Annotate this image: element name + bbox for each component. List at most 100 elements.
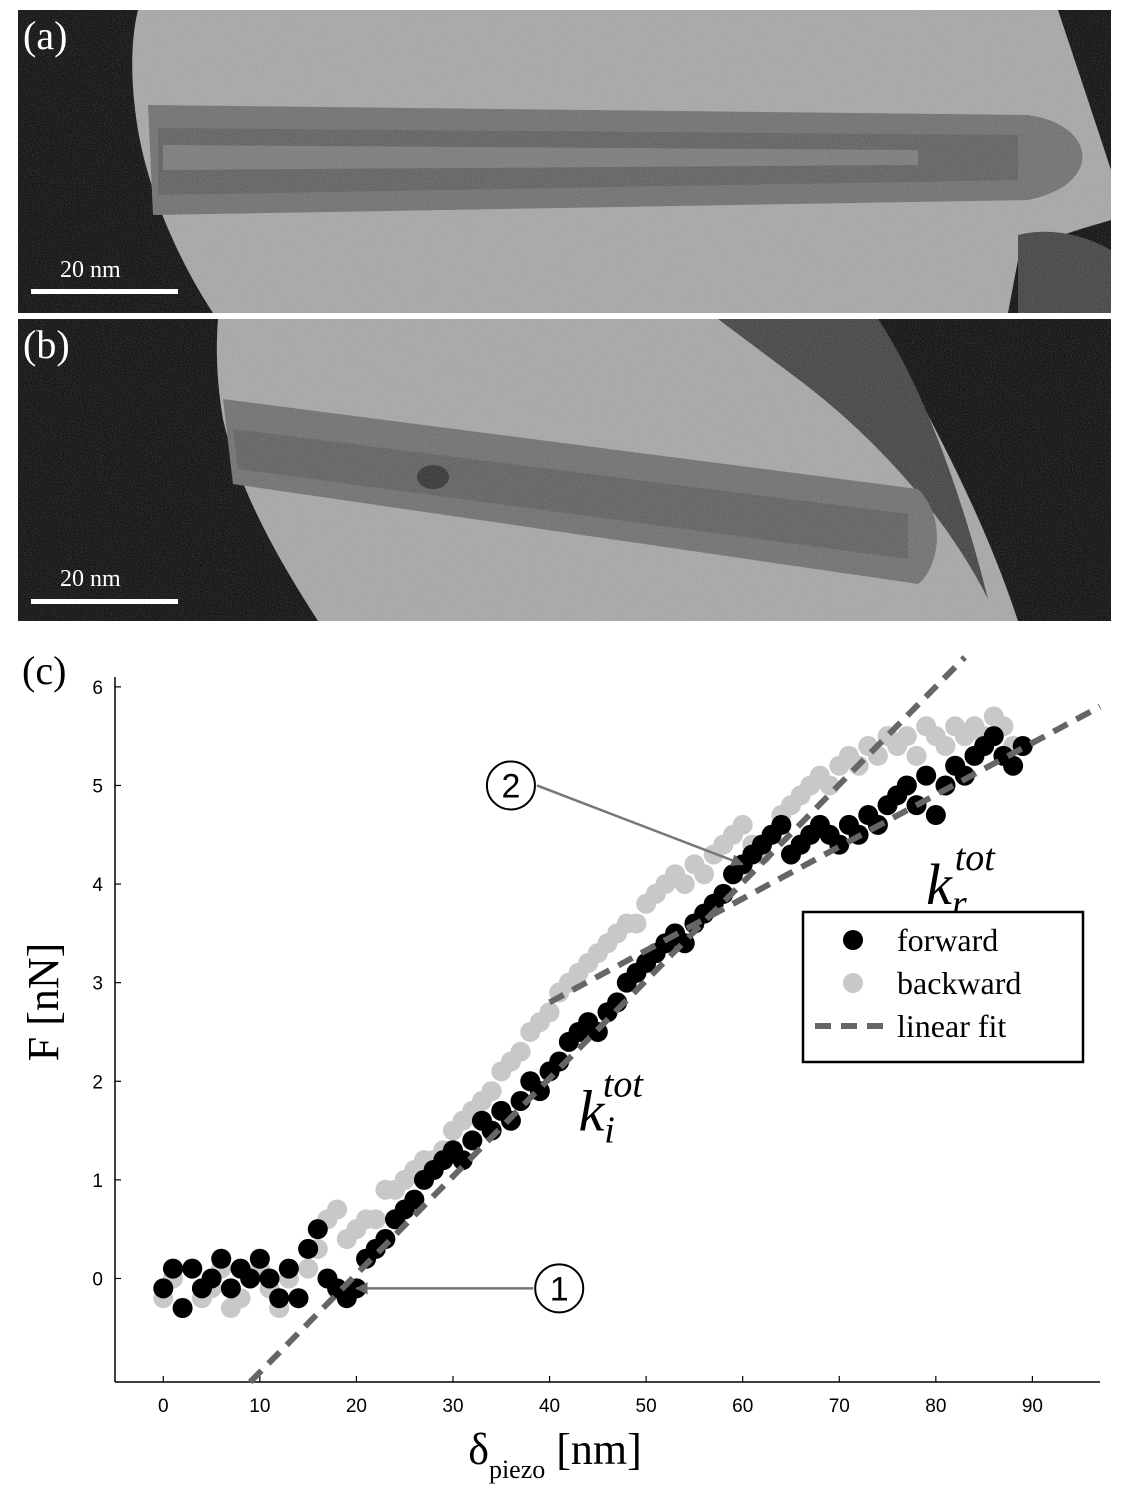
backward-point-37 <box>510 1041 531 1062</box>
scale-bar-label-b: 20 nm <box>60 566 121 592</box>
x-tick-label-5: 50 <box>636 1396 657 1417</box>
chart-fits <box>248 655 1102 1385</box>
x-tick-label-7: 70 <box>829 1396 850 1417</box>
x-axis-subscript: piezo <box>489 1455 545 1484</box>
y-axis-unit: [nN] <box>19 943 68 1037</box>
y-tick-label-0: 0 <box>92 1269 103 1290</box>
backward-point-56 <box>694 864 715 885</box>
backward-point-49 <box>626 913 647 934</box>
x-tick-label-8: 80 <box>925 1396 946 1417</box>
y-tick-label-3: 3 <box>92 974 103 995</box>
annotation-circle-2 <box>485 760 536 811</box>
forward-point-12 <box>269 1288 290 1309</box>
forward-point-83 <box>954 765 975 786</box>
panel-label-b: (b) <box>23 322 70 367</box>
backward-point-77 <box>896 726 917 747</box>
forward-point-86 <box>983 726 1004 747</box>
fit-line-0 <box>248 655 967 1385</box>
forward-point-64 <box>771 814 792 835</box>
y-axis-label: F [nN] <box>19 943 68 1062</box>
backward-point-40 <box>539 1002 560 1023</box>
forward-point-13 <box>278 1258 299 1279</box>
stiffness-symbol-i: k <box>579 1079 606 1144</box>
forward-point-5 <box>201 1268 222 1289</box>
legend-marker-0 <box>843 930 863 950</box>
stiffness-superscript-i: tot <box>603 1064 645 1106</box>
legend-label-2: linear fit <box>897 1008 1006 1044</box>
fit-line-1 <box>548 703 1102 1006</box>
tem-image-a: (a) 20 nm <box>18 10 1111 313</box>
stiffness-subscript-i: i <box>604 1110 615 1152</box>
stiffness-label-r: krtot <box>926 837 996 925</box>
annotation-label-1: 1 <box>550 1270 569 1308</box>
backward-point-22 <box>365 1209 386 1230</box>
forward-point-88 <box>1003 755 1024 776</box>
forward-point-32 <box>462 1130 483 1151</box>
backward-point-54 <box>674 874 695 895</box>
forward-point-16 <box>307 1219 328 1240</box>
backward-point-18 <box>327 1199 348 1220</box>
x-tick-label-9: 90 <box>1022 1396 1043 1417</box>
forward-point-9 <box>240 1268 261 1289</box>
legend-label-0: forward <box>897 922 998 958</box>
forward-point-7 <box>220 1278 241 1299</box>
backward-point-60 <box>732 814 753 835</box>
backward-point-81 <box>935 736 956 757</box>
forward-point-77 <box>896 775 917 796</box>
scale-bar-label-a: 20 nm <box>60 257 121 283</box>
backward-point-78 <box>906 745 927 766</box>
y-tick-label-4: 4 <box>92 875 103 896</box>
stiffness-label-i: kitot <box>579 1064 645 1152</box>
y-tick-label-1: 1 <box>92 1171 103 1192</box>
scale-bar-a <box>31 289 178 294</box>
forward-point-3 <box>182 1258 203 1279</box>
annotation-arrow-2 <box>536 784 744 867</box>
forward-point-6 <box>211 1248 232 1269</box>
y-axis-symbol: F <box>19 1037 68 1061</box>
forward-point-37 <box>510 1090 531 1111</box>
backward-point-15 <box>298 1258 319 1279</box>
y-tick-label-6: 6 <box>92 678 103 699</box>
annotation-circle-1 <box>534 1263 585 1314</box>
forward-point-15 <box>298 1238 319 1259</box>
chart-axes: 0 10 20 30 40 50 60 70 80 90 0 1 2 3 4 5 6 δpiezo [nm] F [… <box>19 677 1100 1484</box>
forward-point-1 <box>162 1258 183 1279</box>
forward-point-79 <box>916 765 937 786</box>
panel-label-c: (c) <box>22 648 66 693</box>
nanotube-image-a <box>18 10 1111 313</box>
backward-point-34 <box>481 1081 502 1102</box>
legend-label-1: backward <box>897 965 1021 1001</box>
panel-label-a: (a) <box>23 13 68 58</box>
forward-point-80 <box>925 805 946 826</box>
backward-point-69 <box>819 775 840 796</box>
x-axis-symbol: δ <box>468 1425 489 1474</box>
annotation-label-2: 2 <box>501 767 520 805</box>
x-axis-label: δpiezo [nm] <box>468 1425 642 1484</box>
chart-series <box>153 706 1033 1319</box>
x-axis-unit: [nm] <box>545 1425 642 1474</box>
x-tick-label-4: 40 <box>539 1396 560 1417</box>
forward-point-0 <box>153 1278 174 1299</box>
x-tick-label-6: 60 <box>732 1396 753 1417</box>
y-tick-label-5: 5 <box>92 776 103 797</box>
x-tick-label-1: 10 <box>249 1396 270 1417</box>
stiffness-superscript-r: tot <box>955 837 997 879</box>
legend-marker-1 <box>843 973 863 993</box>
x-tick-label-0: 0 <box>158 1396 169 1417</box>
x-tick-label-2: 20 <box>346 1396 367 1417</box>
nanotube-image-b <box>18 319 1111 621</box>
forward-point-14 <box>288 1288 309 1309</box>
forward-point-11 <box>259 1268 280 1289</box>
y-tick-label-2: 2 <box>92 1072 103 1093</box>
forward-point-26 <box>404 1189 425 1210</box>
stiffness-symbol-r: k <box>926 852 953 917</box>
forward-point-10 <box>249 1248 270 1269</box>
scale-bar-b <box>31 599 178 604</box>
chart-legend: forward backward linear fit <box>801 910 1085 1064</box>
force-displacement-chart: (c) 0 10 20 30 40 50 60 70 80 90 0 1 2 3 4 5 6 δpiezo [nm… <box>0 622 1131 1497</box>
tem-image-b: (b) 20 nm <box>18 319 1111 621</box>
forward-point-31 <box>452 1150 473 1171</box>
forward-point-2 <box>172 1298 193 1319</box>
x-tick-label-3: 30 <box>442 1396 463 1417</box>
